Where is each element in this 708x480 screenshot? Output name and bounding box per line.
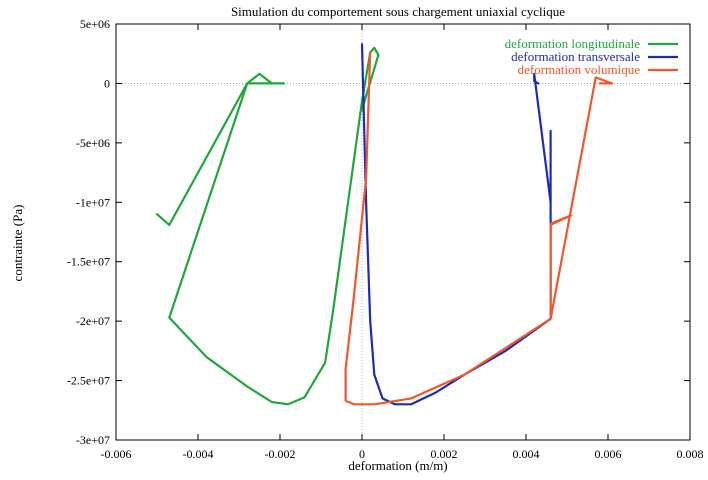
y-tick-label: -1e+07 (76, 195, 110, 209)
chart-title: Simulation du comportement sous chargeme… (231, 4, 565, 19)
y-tick-label: -3e+07 (76, 433, 110, 447)
plot-area (155, 43, 614, 406)
series-line-1 (155, 46, 380, 406)
y-tick-label: -2e+07 (76, 314, 110, 328)
y-tick-label: -1.5e+07 (67, 255, 110, 269)
x-axis-title: deformation (m/m) (348, 458, 447, 473)
series-line-2 (360, 43, 552, 406)
plot-frame (115, 23, 691, 441)
x-tick-label: 0.002 (431, 447, 458, 461)
axes: -0.006 -0.004 -0.002 0 0.002 0.004 0.006 0.008 5… (67, 17, 704, 461)
x-tick-label: -0.002 (265, 447, 296, 461)
legend-label-2: deformation transversale (511, 49, 640, 64)
x-tick-label: -0.006 (101, 447, 132, 461)
y-tick-label: -2.5e+07 (67, 374, 110, 388)
y-tick-label: -5e+06 (76, 136, 110, 150)
x-tick-label: 0.004 (513, 447, 540, 461)
x-tick-label: 0.006 (595, 447, 622, 461)
legend-label-3: deformation volumique (518, 62, 641, 77)
y-tick-label: 0 (104, 76, 110, 90)
x-tick-label: -0.004 (183, 447, 214, 461)
series-line-3 (344, 51, 614, 406)
x-tick-label: 0 (359, 447, 365, 461)
y-tick-label: 5e+06 (80, 17, 110, 31)
legend-label-1: deformation longitudinale (505, 36, 641, 51)
y-axis-title: contrainte (Pa) (10, 205, 25, 282)
x-tick-label: 0.008 (677, 447, 704, 461)
